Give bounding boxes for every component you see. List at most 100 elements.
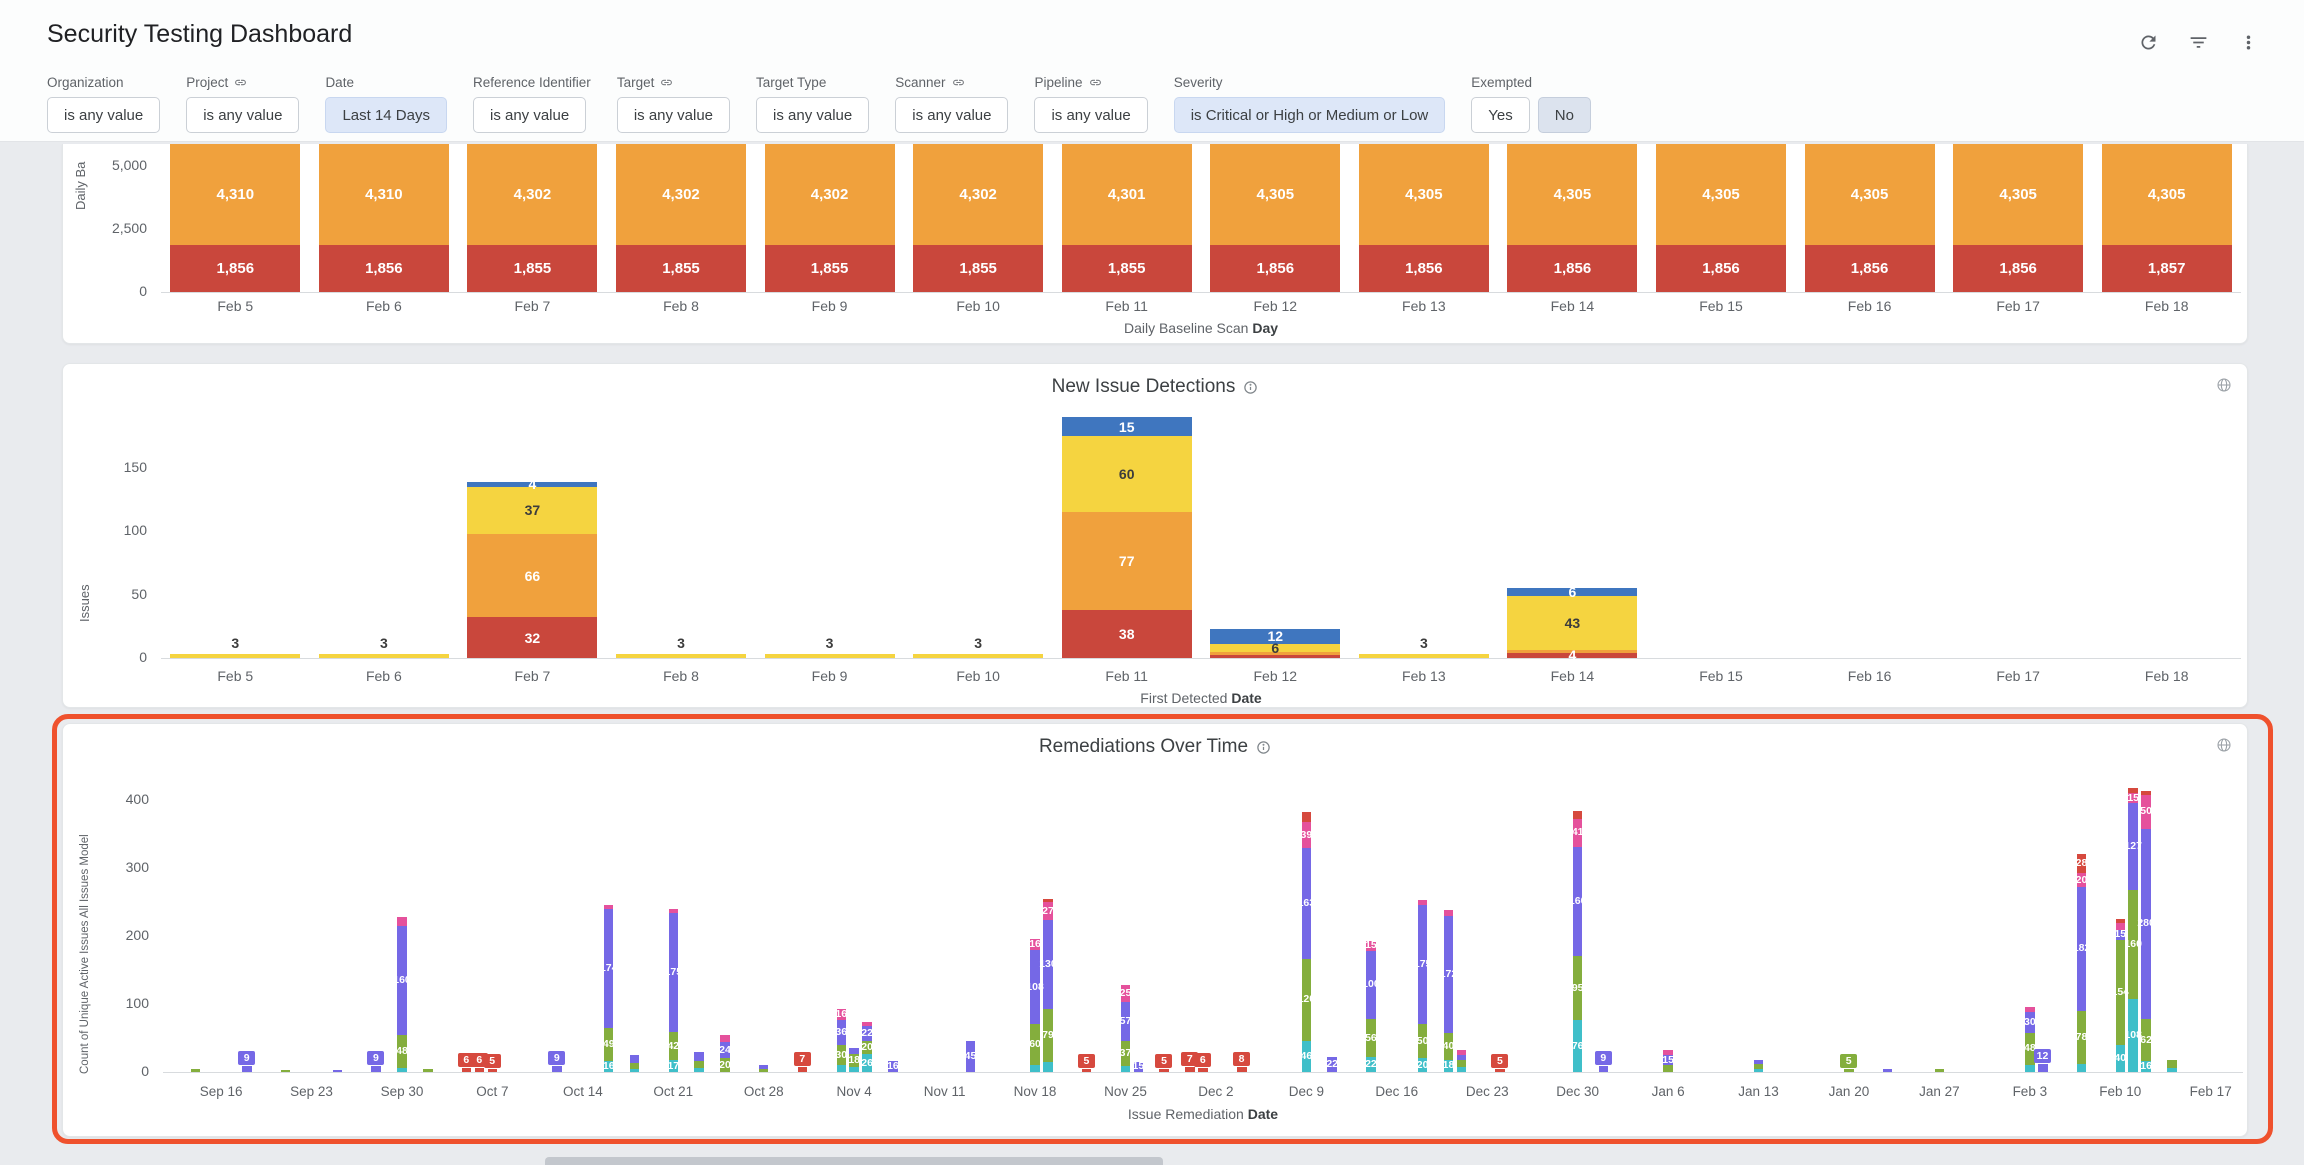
bar-segment-orange[interactable] — [1210, 651, 1341, 656]
bar-segment-purple[interactable] — [1327, 1057, 1337, 1072]
bar-segment-yellow[interactable] — [913, 654, 1044, 658]
bar-segment-pink[interactable] — [668, 909, 679, 913]
bar-segment-pink[interactable] — [720, 1034, 730, 1043]
bar-segment-green[interactable] — [1030, 1023, 1040, 1065]
filter-chip-exempted-yes[interactable]: Yes — [1471, 97, 1530, 133]
bar-segment-teal[interactable] — [2167, 1067, 2177, 1072]
bar-segment-teal[interactable] — [2076, 1063, 2087, 1072]
bar-segment-teal[interactable] — [1572, 1020, 1583, 1072]
bar-segment-blue[interactable] — [1210, 628, 1341, 645]
bar-segment-teal[interactable] — [397, 1067, 407, 1072]
bar-segment-purple[interactable] — [1366, 950, 1376, 1019]
bar-segment-teal[interactable] — [1456, 1067, 1467, 1072]
bar-segment-green[interactable] — [1043, 1008, 1053, 1063]
bar-segment-red[interactable] — [2115, 919, 2126, 924]
bar-segment-red[interactable] — [1081, 1068, 1092, 1072]
bar-segment-teal[interactable] — [694, 1067, 704, 1072]
bar-segment-orange[interactable] — [318, 144, 449, 246]
bar-segment-red[interactable] — [2101, 245, 2232, 292]
bar-segment-purple[interactable] — [1043, 920, 1053, 1009]
bar-segment-purple[interactable] — [1753, 1059, 1764, 1064]
more-vert-icon[interactable] — [2230, 24, 2266, 60]
bar-segment-pink[interactable] — [1043, 902, 1053, 921]
bar-segment-purple[interactable] — [965, 1041, 976, 1072]
bar-segment-orange[interactable] — [170, 144, 301, 246]
bar-segment-teal[interactable] — [1417, 1058, 1428, 1072]
bar-segment-green[interactable] — [668, 1031, 679, 1061]
bar-segment-purple[interactable] — [2128, 803, 2138, 890]
bar-segment-pink[interactable] — [1417, 899, 1428, 906]
bar-segment-purple[interactable] — [758, 1064, 769, 1069]
bar-segment-green[interactable] — [1366, 1018, 1376, 1058]
filter-chip-scanner-is-any-value[interactable]: is any value — [895, 97, 1009, 133]
bar-segment-purple[interactable] — [332, 1069, 343, 1072]
bar-segment-orange[interactable] — [1061, 512, 1192, 610]
bar-segment-red[interactable] — [474, 1067, 485, 1072]
bar-segment-red[interactable] — [467, 617, 598, 658]
bar-segment-green[interactable] — [423, 1069, 433, 1072]
bar-segment-purple[interactable] — [552, 1065, 562, 1072]
bar-segment-green[interactable] — [629, 1063, 640, 1069]
bar-segment-teal[interactable] — [2128, 998, 2138, 1072]
bar-segment-blue[interactable] — [1507, 588, 1638, 596]
bar-segment-green[interactable] — [2141, 1018, 2151, 1062]
bar-segment-red[interactable] — [1210, 655, 1341, 658]
bar-segment-red[interactable] — [1185, 1067, 1195, 1072]
bar-segment-teal[interactable] — [1301, 1040, 1312, 1072]
bar-segment-yellow[interactable] — [170, 654, 301, 658]
bar-segment-green[interactable] — [2025, 1032, 2035, 1066]
bar-segment-pink[interactable] — [1030, 939, 1040, 951]
bar-segment-purple[interactable] — [1456, 1055, 1467, 1061]
bar-segment-green[interactable] — [603, 1027, 614, 1062]
bar-segment-purple[interactable] — [397, 926, 407, 1036]
bar-segment-red[interactable] — [1301, 812, 1312, 822]
bar-segment-purple[interactable] — [2141, 828, 2151, 1019]
bar-segment-pink[interactable] — [1120, 984, 1131, 1002]
bar-segment-orange[interactable] — [913, 144, 1044, 246]
bar-segment-green[interactable] — [1572, 955, 1583, 1021]
bar-segment-red[interactable] — [1507, 652, 1638, 658]
bar-segment-teal[interactable] — [1366, 1057, 1376, 1072]
bar-segment-pink[interactable] — [1663, 1049, 1673, 1055]
bar-segment-pink[interactable] — [836, 1009, 846, 1021]
bar-segment-yellow[interactable] — [1210, 644, 1341, 652]
bar-segment-purple[interactable] — [1572, 846, 1583, 956]
bar-segment-red[interactable] — [1159, 1068, 1169, 1072]
bar-segment-teal[interactable] — [1030, 1064, 1040, 1072]
bar-segment-pink[interactable] — [397, 916, 407, 927]
bar-segment-purple[interactable] — [2115, 929, 2126, 941]
bar-segment-red[interactable] — [1061, 245, 1192, 292]
bar-segment-yellow[interactable] — [1061, 436, 1192, 513]
bar-segment-pink[interactable] — [2115, 923, 2126, 930]
bar-segment-yellow[interactable] — [1358, 654, 1489, 658]
bar-segment-teal[interactable] — [2115, 1044, 2126, 1072]
bar-segment-pink[interactable] — [2141, 794, 2151, 829]
bar-segment-purple[interactable] — [668, 912, 679, 1032]
bar-segment-green[interactable] — [694, 1061, 704, 1068]
bar-segment-orange[interactable] — [616, 144, 746, 246]
bar-segment-purple[interactable] — [862, 1025, 872, 1041]
bar-segment-green[interactable] — [862, 1040, 872, 1055]
bar-segment-purple[interactable] — [1443, 915, 1454, 1033]
bar-segment-red[interactable] — [616, 245, 746, 292]
filter-chip-pipeline-is-any-value[interactable]: is any value — [1034, 97, 1148, 133]
bar-segment-teal[interactable] — [2025, 1065, 2035, 1072]
bar-segment-purple[interactable] — [242, 1065, 252, 1072]
bar-segment-red[interactable] — [1656, 245, 1786, 292]
bar-segment-teal[interactable] — [1443, 1059, 1454, 1072]
bar-segment-yellow[interactable] — [318, 654, 449, 658]
bar-segment-red[interactable] — [1953, 245, 2084, 292]
bar-segment-red[interactable] — [318, 245, 449, 292]
bar-segment-green[interactable] — [1753, 1063, 1764, 1070]
info-icon[interactable] — [1243, 380, 1258, 395]
bar-segment-green[interactable] — [720, 1058, 730, 1072]
bar-segment-purple[interactable] — [371, 1065, 381, 1072]
bar-segment-orange[interactable] — [1656, 144, 1786, 246]
bar-segment-green[interactable] — [190, 1069, 201, 1072]
bar-segment-purple[interactable] — [1663, 1055, 1673, 1066]
bar-segment-purple[interactable] — [849, 1047, 859, 1055]
bar-segment-green[interactable] — [1844, 1068, 1854, 1072]
bar-segment-pink[interactable] — [1572, 819, 1583, 847]
bar-segment-green[interactable] — [397, 1035, 407, 1068]
bar-segment-orange[interactable] — [467, 533, 598, 618]
